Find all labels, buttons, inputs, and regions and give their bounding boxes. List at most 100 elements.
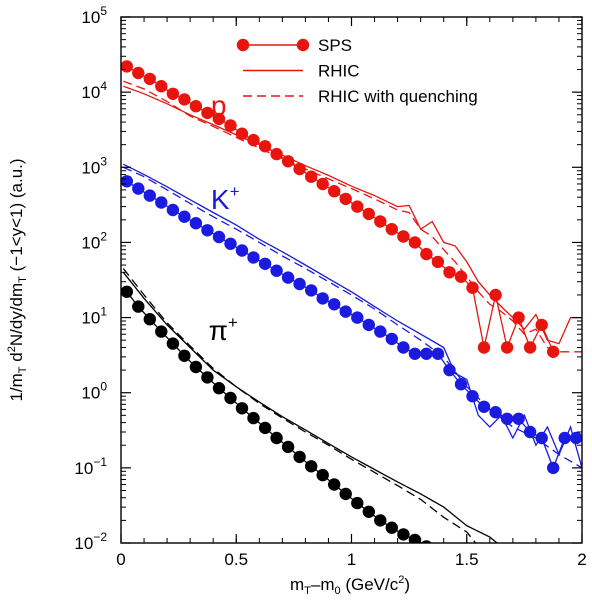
x-tick-label: 1 (347, 550, 356, 569)
sps-point (570, 431, 582, 445)
sps-point (547, 345, 560, 358)
sps-point (281, 271, 295, 284)
sps-point (132, 300, 145, 313)
plot-area (121, 60, 582, 556)
sps-point (247, 411, 260, 425)
sps-point (523, 341, 537, 354)
sps-point (166, 203, 180, 217)
legend-entry: SPS (236, 36, 352, 55)
sps-point (305, 284, 318, 297)
sps-point (121, 60, 133, 73)
sps-point (362, 318, 375, 332)
species-labels: p K+ π+ (209, 90, 240, 346)
sps-point (339, 192, 352, 206)
sps-point (293, 277, 306, 291)
sps-point (235, 244, 249, 257)
x-tick-label: 0.5 (224, 550, 248, 569)
sps-point (339, 487, 352, 501)
sps-point (408, 533, 422, 543)
sps-point (420, 247, 433, 261)
tick-labels: 0 0.5 1 1.5 2 10−2 10−1 100 101 102 103 104 105 (74, 4, 586, 569)
sps-point (397, 230, 410, 243)
sps-point (258, 421, 272, 435)
sps-point (512, 412, 525, 425)
sps-point (178, 210, 191, 223)
sps-point (547, 461, 560, 475)
sps-point (212, 382, 226, 395)
sps-point (431, 255, 445, 269)
sps-point (247, 251, 260, 264)
sps-point (385, 521, 398, 534)
sps-point (189, 100, 203, 113)
sps-point (397, 528, 410, 541)
sps-line (126, 180, 577, 470)
sps-point (316, 468, 329, 482)
sps-point (339, 305, 352, 318)
sps-point (500, 412, 514, 425)
y-tick-label: 10−2 (74, 530, 107, 553)
sps-point (432, 544, 444, 556)
species-label: p (211, 90, 227, 121)
legend-marker (296, 38, 310, 52)
sps-point (201, 371, 214, 384)
series-K+ (121, 163, 582, 475)
sps-point (270, 431, 283, 445)
species-label: K+ (211, 182, 240, 215)
sps-point (258, 140, 272, 153)
y-tick-label: 103 (81, 154, 107, 177)
sps-point (431, 347, 445, 360)
sps-point (201, 106, 214, 120)
sps-point (500, 341, 514, 354)
sps-point (351, 311, 364, 324)
y-tick-label: 102 (81, 229, 107, 252)
sps-point (132, 66, 145, 80)
sps-point (362, 505, 375, 518)
sps-point (408, 236, 422, 249)
sps-point (166, 87, 180, 101)
sps-point (224, 237, 237, 250)
sps-point (466, 281, 479, 294)
y-axis-label: 1/mT d2N/dy/dmT (−1<y<1) (a.u.) (6, 158, 29, 401)
sps-point (270, 147, 283, 161)
sps-point (489, 288, 502, 302)
series-pi+ (121, 268, 499, 556)
sps-point (420, 347, 433, 360)
sps-point (201, 224, 214, 237)
sps-point (305, 460, 318, 473)
sps-point (178, 349, 191, 362)
sps-point (247, 133, 260, 147)
sps-point (270, 264, 283, 277)
legend-entry: RHIC (243, 62, 360, 81)
sps-point (443, 266, 456, 279)
sps-point (155, 80, 168, 93)
sps-point (132, 182, 145, 195)
sps-point (143, 313, 156, 326)
sps-point (385, 332, 398, 346)
sps-point (558, 431, 571, 445)
sps-point (374, 514, 387, 527)
sps-point (374, 325, 387, 338)
sps-point (328, 478, 341, 491)
legend-marker (236, 38, 250, 52)
sps-point (281, 440, 295, 454)
sps-point (328, 185, 341, 198)
sps-point (535, 431, 548, 445)
legend-entry: RHIC with quenching (243, 87, 478, 106)
x-tick-label: 0 (116, 550, 125, 569)
y-tick-label: 101 (81, 305, 107, 328)
rhic-quenching-line (123, 80, 582, 353)
sps-point (258, 257, 272, 270)
sps-point (454, 270, 468, 283)
sps-point (385, 223, 398, 236)
sps-point (293, 162, 306, 176)
sps-point (155, 196, 168, 209)
sps-point (189, 360, 203, 374)
sps-point (224, 391, 237, 405)
sps-point (293, 450, 306, 464)
legend-label: SPS (318, 36, 352, 55)
legend-label: RHIC with quenching (318, 87, 478, 106)
sps-point (328, 298, 341, 311)
sps-point (374, 215, 387, 228)
sps-point (189, 217, 203, 230)
sps-point (143, 189, 156, 202)
